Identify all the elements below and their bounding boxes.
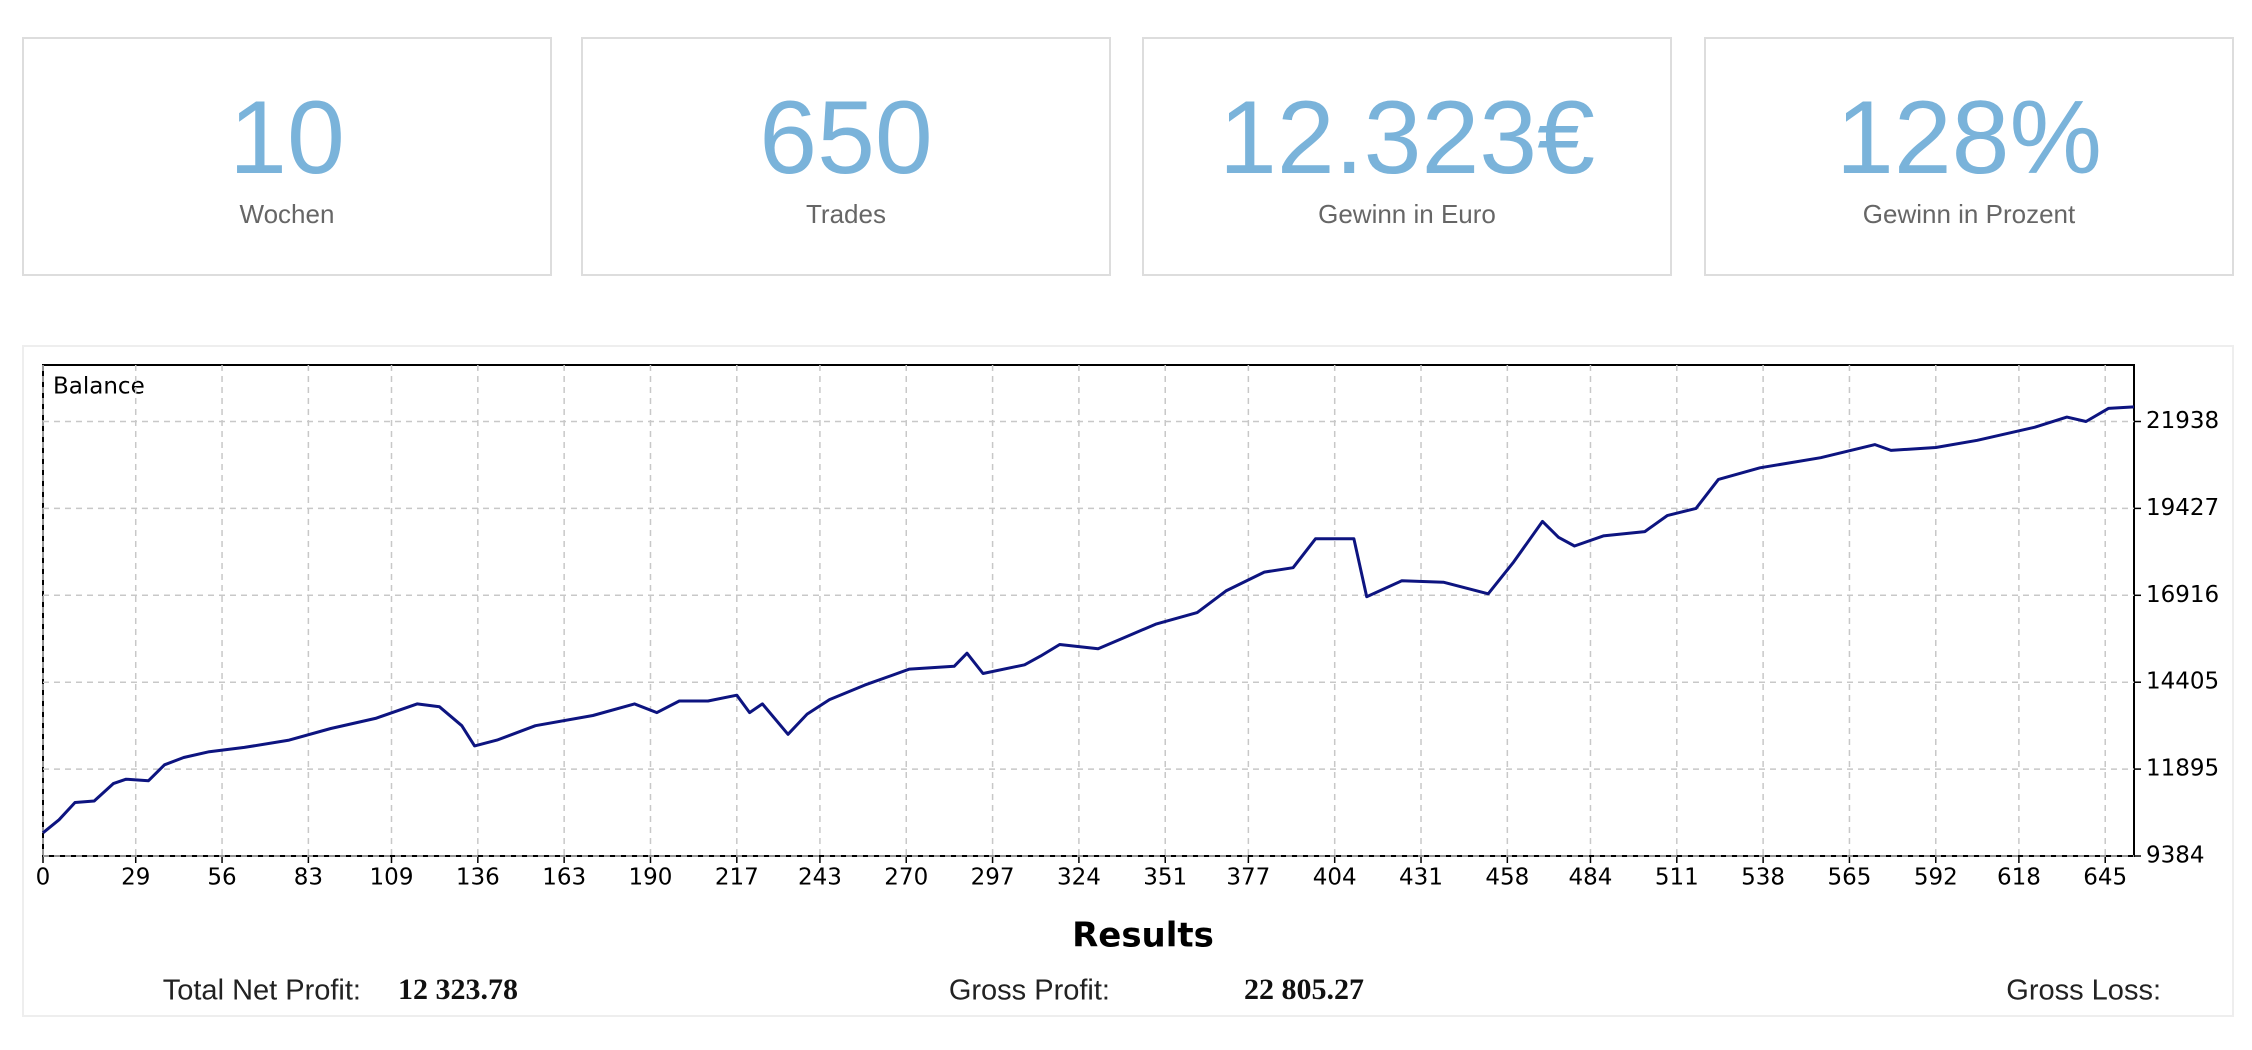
y-tick-label: 9384: [2146, 843, 2205, 869]
x-tick-label: 431: [1399, 865, 1443, 891]
x-tick-label: 565: [1827, 865, 1871, 891]
result-label: Gross Loss:: [2006, 975, 2161, 1007]
stat-value: 650: [759, 80, 933, 196]
stat-label: Wochen: [240, 199, 335, 229]
stat-card: [581, 37, 1111, 276]
result-value: 22 805.27: [1244, 973, 1364, 1006]
chart-title: Balance: [53, 374, 145, 400]
x-tick-label: 0: [36, 865, 51, 891]
x-tick-label: 217: [715, 865, 759, 891]
x-tick-label: 538: [1741, 865, 1785, 891]
x-tick-label: 270: [884, 865, 928, 891]
plot-area: [42, 364, 2135, 857]
y-tick-label: 21938: [2146, 408, 2219, 434]
x-tick-label: 592: [1914, 865, 1958, 891]
x-tick-label: 377: [1226, 865, 1270, 891]
y-tick-label: 14405: [2146, 669, 2219, 695]
y-tick-label: 11895: [2146, 756, 2219, 782]
x-tick-label: 243: [798, 865, 842, 891]
x-tick-label: 163: [542, 865, 586, 891]
stat-value: 128%: [1836, 80, 2102, 196]
x-tick-label: 190: [629, 865, 673, 891]
stat-label: Trades: [806, 199, 886, 229]
results-title: Results: [1072, 916, 1214, 956]
stat-card: [1142, 37, 1672, 276]
x-tick-label: 56: [207, 865, 236, 891]
x-tick-label: 458: [1485, 865, 1529, 891]
stat-card: [22, 37, 552, 276]
x-tick-label: 618: [1997, 865, 2041, 891]
x-tick-label: 324: [1057, 865, 1101, 891]
stat-label: Gewinn in Prozent: [1863, 199, 2076, 229]
result-value: 12 323.78: [398, 973, 518, 1006]
result-label: Total Net Profit:: [163, 975, 361, 1007]
y-tick-label: 16916: [2146, 582, 2219, 608]
x-tick-label: 136: [456, 865, 500, 891]
balance-line: [42, 405, 2135, 834]
x-tick-label: 511: [1655, 865, 1699, 891]
stat-value: 12.323€: [1219, 80, 1595, 196]
x-tick-label: 83: [294, 865, 323, 891]
x-tick-label: 645: [2083, 865, 2127, 891]
x-tick-label: 297: [971, 865, 1015, 891]
x-tick-label: 404: [1313, 865, 1357, 891]
x-tick-label: 109: [370, 865, 414, 891]
x-tick-label: 484: [1569, 865, 1613, 891]
stat-label: Gewinn in Euro: [1318, 199, 1496, 229]
stat-value: 10: [229, 80, 345, 196]
stat-card: [1704, 37, 2234, 276]
y-tick-label: 19427: [2146, 495, 2219, 521]
x-tick-label: 29: [121, 865, 150, 891]
x-tick-label: 351: [1143, 865, 1187, 891]
result-label: Gross Profit:: [949, 975, 1110, 1007]
